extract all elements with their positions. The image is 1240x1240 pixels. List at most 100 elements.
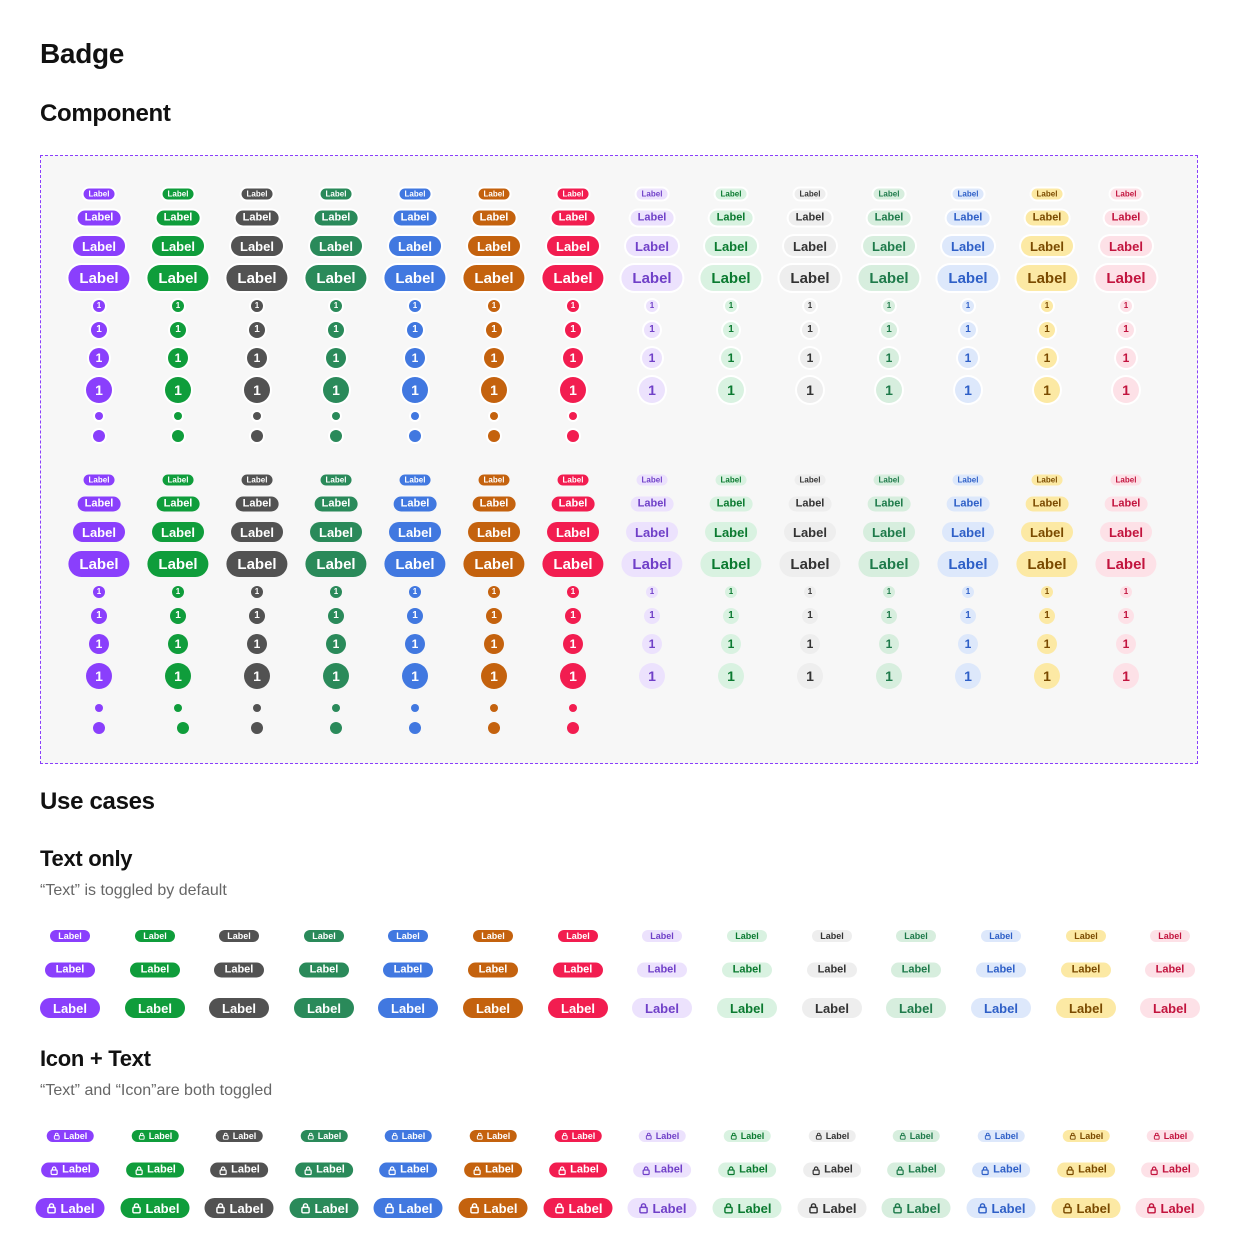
usecase-icon-badge-lg-purple-soft: Label	[627, 1198, 697, 1218]
usecase-text-badge-lg-purple-soft: Label	[632, 998, 692, 1018]
icon-text-note: “Text” and “Icon”are both toggled	[40, 1082, 273, 1099]
badge-label-sm-gray: Label	[235, 210, 279, 226]
badge-count-xs-gray-soft: 1	[804, 586, 816, 598]
lock-icon	[808, 1202, 820, 1214]
badge-count-lg-red: 1	[560, 663, 586, 689]
badge-label-md-teal-soft: Label	[863, 522, 915, 542]
badge-label-text: Label	[655, 1130, 680, 1141]
badge-label-xs-yellow-soft: Label	[1031, 188, 1063, 200]
usecase-text-badge-sm-blue: Label	[388, 930, 428, 942]
badge-label-sm-blue-soft: Label	[946, 496, 990, 512]
usecase-icon-badge-lg-teal-soft: Label	[881, 1198, 951, 1218]
badge-count-sm-purple: 1	[91, 608, 107, 624]
badge-label-sm-purple-soft: Label	[630, 210, 674, 226]
usecase-text-badge-lg-gray: Label	[209, 998, 269, 1018]
badge-label-lg-red: Label	[542, 265, 604, 291]
lock-icon	[726, 1165, 736, 1175]
badge-count-xs-gray-soft: 1	[804, 300, 816, 312]
badge-label-sm-blue-soft: Label	[946, 210, 990, 226]
badge-label-lg-purple: Label	[68, 265, 130, 291]
badge-count-lg-green: 1	[165, 377, 191, 403]
badge-label-xs-gray: Label	[241, 474, 273, 486]
badge-label-text: Label	[317, 1130, 342, 1141]
badge-count-md-teal-soft: 1	[879, 348, 899, 368]
badge-dot-lg-green	[177, 722, 189, 734]
badge-label-md-gray-soft: Label	[784, 236, 836, 256]
badge-count-md-yellow-soft: 1	[1037, 634, 1057, 654]
badge-count-md-red-soft: 1	[1116, 348, 1136, 368]
usecase-icon-badge-lg-green: Label	[120, 1198, 190, 1218]
badge-dot-lg-blue	[409, 722, 421, 734]
usecase-text-badge-md-red-soft: Label	[1145, 962, 1195, 978]
badge-label-text: Label	[60, 1200, 95, 1216]
badge-count-xs-green-soft: 1	[725, 300, 737, 312]
lock-icon	[476, 1132, 484, 1140]
badge-count-md-blue-soft: 1	[958, 634, 978, 654]
badge-label-xs-teal: Label	[320, 474, 352, 486]
usecase-text-badge-sm-purple-soft: Label	[642, 930, 682, 942]
badge-count-sm-teal-soft: 1	[881, 608, 897, 624]
badge-label-xs-blue: Label	[399, 188, 431, 200]
badge-dot-lg-teal	[330, 430, 342, 442]
badge-count-xs-yellow-soft: 1	[1041, 586, 1053, 598]
lock-icon	[815, 1132, 823, 1140]
badge-count-lg-red-soft: 1	[1113, 663, 1139, 689]
badge-label-sm-green: Label	[156, 496, 200, 512]
usecase-text-badge-lg-yellow-soft: Label	[1056, 998, 1116, 1018]
lock-icon	[1146, 1202, 1158, 1214]
badge-label-md-yellow-soft: Label	[1021, 522, 1073, 542]
badge-label-md-teal: Label	[310, 236, 362, 256]
usecase-text-badge-lg-orange: Label	[463, 998, 523, 1018]
badge-label-sm-green-soft: Label	[709, 210, 753, 226]
badge-count-md-purple: 1	[89, 634, 109, 654]
badge-count-md-teal: 1	[326, 348, 346, 368]
badge-label-text: Label	[737, 1200, 772, 1216]
badge-count-lg-gray: 1	[244, 663, 270, 689]
lock-icon	[1069, 1132, 1077, 1140]
badge-label-sm-blue: Label	[393, 210, 437, 226]
usecase-icon-badge-sm-purple-soft: Label	[638, 1130, 686, 1142]
badge-count-md-gray: 1	[247, 634, 267, 654]
badge-label-text: Label	[62, 1163, 91, 1176]
badge-label-xs-teal: Label	[320, 188, 352, 200]
usecase-icon-badge-md-orange: Label	[464, 1162, 522, 1178]
badge-label-sm-teal-soft: Label	[867, 210, 911, 226]
badge-label-xs-blue: Label	[399, 474, 431, 486]
badge-label-xs-purple: Label	[83, 188, 115, 200]
usecase-text-badge-lg-teal-soft: Label	[886, 998, 946, 1018]
badge-count-md-yellow-soft: 1	[1037, 348, 1057, 368]
usecase-text-badge-sm-red: Label	[558, 930, 598, 942]
badge-dot-lg-green	[172, 430, 184, 442]
badge-count-xs-red: 1	[567, 586, 579, 598]
badge-count-md-teal: 1	[326, 634, 346, 654]
badge-count-lg-teal: 1	[323, 377, 349, 403]
badge-label-md-red-soft: Label	[1100, 236, 1152, 256]
badge-label-lg-gray: Label	[226, 265, 288, 291]
badge-count-xs-teal-soft: 1	[883, 300, 895, 312]
badge-label-text: Label	[568, 1200, 603, 1216]
badge-label-md-blue: Label	[389, 236, 441, 256]
usecase-text-badge-sm-blue-soft: Label	[981, 930, 1021, 942]
usecase-icon-badge-sm-blue-soft: Label	[977, 1130, 1025, 1142]
badge-count-lg-green-soft: 1	[718, 663, 744, 689]
badge-label-text: Label	[486, 1130, 511, 1141]
badge-label-text: Label	[316, 1163, 345, 1176]
badge-label-text: Label	[485, 1163, 514, 1176]
lock-icon	[980, 1165, 990, 1175]
usecase-text-badge-sm-yellow-soft: Label	[1066, 930, 1106, 942]
badge-label-sm-teal: Label	[314, 210, 358, 226]
usecase-icon-badge-sm-purple: Label	[46, 1130, 94, 1142]
lock-icon	[138, 1132, 146, 1140]
badge-count-lg-red-soft: 1	[1113, 377, 1139, 403]
usecase-icon-badge-sm-teal: Label	[300, 1130, 348, 1142]
usecase-icon-badge-lg-yellow-soft: Label	[1051, 1198, 1121, 1218]
usecase-icon-badge-md-blue-soft: Label	[972, 1162, 1030, 1178]
badge-label-sm-red-soft: Label	[1104, 496, 1148, 512]
usecase-icon-badge-sm-red-soft: Label	[1146, 1130, 1194, 1142]
badge-count-sm-red: 1	[565, 322, 581, 338]
badge-dot-sm-purple	[95, 412, 103, 420]
badge-count-lg-purple-soft: 1	[639, 663, 665, 689]
badge-count-sm-green: 1	[170, 608, 186, 624]
lock-icon	[641, 1165, 651, 1175]
